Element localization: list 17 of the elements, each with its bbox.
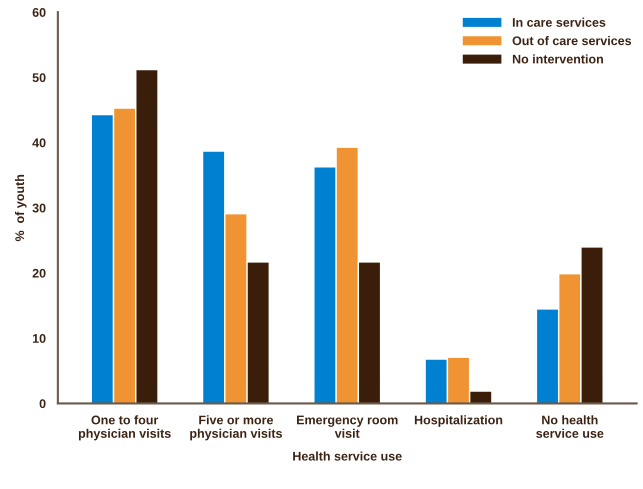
y-tick-label: 20 <box>32 268 46 278</box>
legend-label: Out of care services <box>512 36 632 46</box>
y-axis-title: % of youth <box>14 174 27 242</box>
x-tick-label: Emergency room visit <box>297 416 398 438</box>
y-tick-label: 60 <box>32 8 46 17</box>
x-tick-label: No health service use <box>536 415 604 438</box>
x-axis-title: Health service use <box>293 451 402 461</box>
y-tick-label: 40 <box>32 138 46 148</box>
y-tick-label: 0 <box>40 399 46 408</box>
legend-label: No intervention <box>512 54 603 64</box>
x-tick-label: Five or more physician visits <box>190 415 282 440</box>
y-tick-label: 50 <box>32 73 46 82</box>
x-tick-label: Hospitalization <box>414 415 502 427</box>
y-tick-label: 30 <box>32 204 46 212</box>
y-tick-label: 10 <box>32 334 46 343</box>
legend-label: In care services <box>512 18 606 27</box>
x-tick-label: One to four physician visits <box>78 415 171 440</box>
